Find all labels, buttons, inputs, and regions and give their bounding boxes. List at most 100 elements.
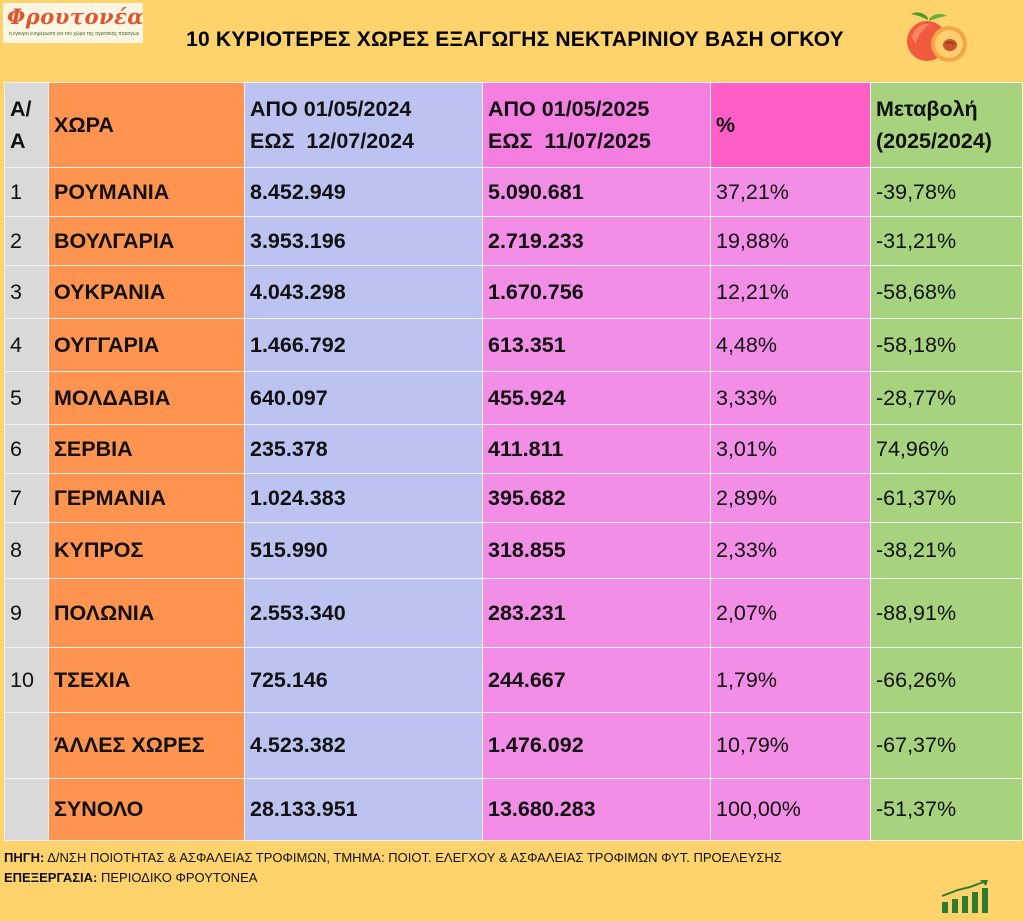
page-header: Φρουτονέα η έγκυρη ενημέρωση για τον χώρ… [0,0,1024,82]
logo-tagline: η έγκυρη ενημέρωση για τον χώρο της αγρο… [9,31,139,37]
cell-volume-2024: 640.097 [244,371,483,425]
table-row: 6 ΣΕΡΒΙΑ 235.378 411.811 3,01% 74,96% [4,424,1023,474]
cell-volume-2024: 2.553.340 [244,578,483,648]
cell-volume-2024: 515.990 [244,522,483,579]
cell-volume-2024: 1.024.383 [244,473,483,523]
cell-country: ΓΕΡΜΑΝΙΑ [48,473,245,523]
cell-volume-2024: 1.466.792 [244,318,483,372]
cell-volume-2024: 235.378 [244,424,483,474]
cell-country: ΣΕΡΒΙΑ [48,424,245,474]
cell-country: ΡΟΥΜΑΝΙΑ [48,167,245,217]
cell-number: 8 [4,522,49,579]
cell-change: -28,77% [870,371,1023,425]
processing-line: ΕΠΕΞΕΡΓΑΣΙΑ: ΠΕΡΙΟΔΙΚΟ ΦΡΟΥΤΟΝΕΑ [4,868,782,888]
source-text: Δ/ΝΣΗ ΠΟΙΟΤΗΤΑΣ & ΑΣΦΑΛΕΙΑΣ ΤΡΟΦΙΜΩΝ, ΤΜ… [47,850,782,865]
cell-volume-2025: 395.682 [482,473,711,523]
brand-logo[interactable]: Φρουτονέα η έγκυρη ενημέρωση για τον χώρ… [3,3,143,43]
cell-share-pct: 3,01% [710,424,871,474]
header-change: Μεταβολή (2025/2024) [870,82,1023,168]
growth-chart-icon [941,880,988,913]
cell-volume-2025: 455.924 [482,371,711,425]
cell-volume-2025: 1.476.092 [482,712,711,779]
cell-number: 7 [4,473,49,523]
cell-country: ΠΟΛΩΝΙΑ [48,578,245,648]
cell-change: -88,91% [870,578,1023,648]
cell-volume-2025: 5.090.681 [482,167,711,217]
table-row: 10 ΤΣΕΧΙΑ 725.146 244.667 1,79% -66,26% [4,647,1023,713]
cell-country: ΆΛΛΕΣ ΧΩΡΕΣ [48,712,245,779]
cell-number: 9 [4,578,49,648]
cell-number: 3 [4,265,49,319]
logo-wordmark: Φρουτονέα [7,4,144,29]
cell-country: ΜΟΛΔΑΒΙΑ [48,371,245,425]
cell-volume-2025: 283.231 [482,578,711,648]
cell-share-pct: 2,89% [710,473,871,523]
table-row: 4 ΟΥΓΓΑΡΙΑ 1.466.792 613.351 4,48% -58,1… [4,318,1023,372]
cell-number: 4 [4,318,49,372]
header-period-2024: ΑΠΟ 01/05/2024 ΕΩΣ 12/07/2024 [244,82,483,168]
processing-text: ΠΕΡΙΟΔΙΚΟ ΦΡΟΥΤΟΝΕΑ [100,870,258,885]
cell-volume-2024: 8.452.949 [244,167,483,217]
cell-volume-2025: 613.351 [482,318,711,372]
cell-share-pct: 19,88% [710,216,871,266]
cell-volume-2024: 725.146 [244,647,483,713]
cell-change: -39,78% [870,167,1023,217]
cell-change: -58,18% [870,318,1023,372]
cell-country: ΟΥΚΡΑΝΙΑ [48,265,245,319]
cell-volume-2024: 4.523.382 [244,712,483,779]
cell-share-pct: 12,21% [710,265,871,319]
cell-number: 1 [4,167,49,217]
header-number: Α/ Α [4,82,49,168]
cell-country: ΟΥΓΓΑΡΙΑ [48,318,245,372]
cell-change: -38,21% [870,522,1023,579]
cell-share-pct: 2,07% [710,578,871,648]
cell-volume-2025: 318.855 [482,522,711,579]
page-footer: ΠΗΓΗ: Δ/ΝΣΗ ΠΟΙΟΤΗΤΑΣ & ΑΣΦΑΛΕΙΑΣ ΤΡΟΦΙΜ… [4,848,782,888]
source-line: ΠΗΓΗ: Δ/ΝΣΗ ΠΟΙΟΤΗΤΑΣ & ΑΣΦΑΛΕΙΑΣ ΤΡΟΦΙΜ… [4,848,782,868]
cell-volume-2024: 3.953.196 [244,216,483,266]
header-period-2025: ΑΠΟ 01/05/2025 ΕΩΣ 11/07/2025 [482,82,711,168]
peach-icon [907,12,967,62]
cell-number [4,712,49,779]
table-row: 1 ΡΟΥΜΑΝΙΑ 8.452.949 5.090.681 37,21% -3… [4,167,1023,217]
cell-volume-2025: 13.680.283 [482,778,711,841]
cell-country: ΒΟΥΛΓΑΡΙΑ [48,216,245,266]
cell-share-pct: 1,79% [710,647,871,713]
cell-change: -67,37% [870,712,1023,779]
cell-number [4,778,49,841]
table-row: 3 ΟΥΚΡΑΝΙΑ 4.043.298 1.670.756 12,21% -5… [4,265,1023,319]
cell-share-pct: 4,48% [710,318,871,372]
table-row: 9 ΠΟΛΩΝΙΑ 2.553.340 283.231 2,07% -88,91… [4,578,1023,648]
cell-change: -51,37% [870,778,1023,841]
cell-country: ΚΥΠΡΟΣ [48,522,245,579]
table-row: 8 ΚΥΠΡΟΣ 515.990 318.855 2,33% -38,21% [4,522,1023,579]
cell-country: ΤΣΕΧΙΑ [48,647,245,713]
cell-change: -61,37% [870,473,1023,523]
cell-country: ΣΥΝΟΛΟ [48,778,245,841]
source-label: ΠΗΓΗ: [4,850,45,865]
page-title: 10 ΚΥΡΙΟΤΕΡΕΣ ΧΩΡΕΣ ΕΞΑΓΩΓΗΣ ΝΕΚΤΑΡΙΝΙΟΥ… [186,28,844,51]
cell-share-pct: 3,33% [710,371,871,425]
cell-change: -31,21% [870,216,1023,266]
processing-label: ΕΠΕΞΕΡΓΑΣΙΑ: [4,870,98,885]
cell-number: 2 [4,216,49,266]
cell-share-pct: 37,21% [710,167,871,217]
cell-share-pct: 100,00% [710,778,871,841]
exports-table: Α/ Α ΧΩΡΑ ΑΠΟ 01/05/2024 ΕΩΣ 12/07/2024 … [4,82,1023,841]
cell-share-pct: 10,79% [710,712,871,779]
cell-number: 5 [4,371,49,425]
table-header-row: Α/ Α ΧΩΡΑ ΑΠΟ 01/05/2024 ΕΩΣ 12/07/2024 … [4,82,1023,168]
cell-volume-2025: 2.719.233 [482,216,711,266]
cell-change: -66,26% [870,647,1023,713]
cell-share-pct: 2,33% [710,522,871,579]
cell-change: -58,68% [870,265,1023,319]
table-row: 7 ΓΕΡΜΑΝΙΑ 1.024.383 395.682 2,89% -61,3… [4,473,1023,523]
cell-volume-2025: 411.811 [482,424,711,474]
header-share-pct: % [710,82,871,168]
cell-volume-2024: 28.133.951 [244,778,483,841]
header-country: ΧΩΡΑ [48,82,245,168]
table-row: 2 ΒΟΥΛΓΑΡΙΑ 3.953.196 2.719.233 19,88% -… [4,216,1023,266]
table-row-total: ΣΥΝΟΛΟ 28.133.951 13.680.283 100,00% -51… [4,778,1023,841]
cell-change: 74,96% [870,424,1023,474]
table-row: ΆΛΛΕΣ ΧΩΡΕΣ 4.523.382 1.476.092 10,79% -… [4,712,1023,779]
